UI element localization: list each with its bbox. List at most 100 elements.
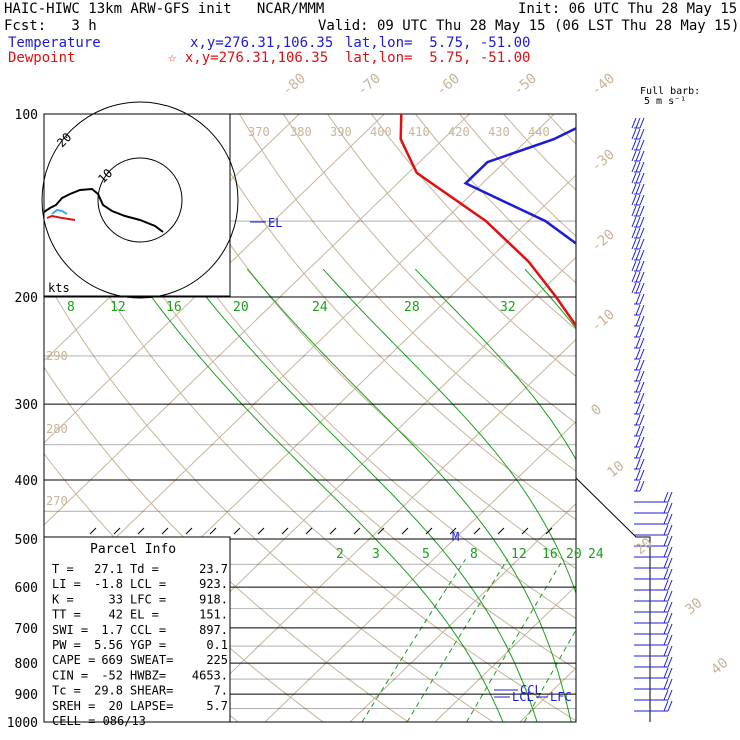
- wind-barb-flag: [663, 568, 669, 580]
- wind-barb: [634, 293, 645, 305]
- wind-barb: [634, 568, 673, 580]
- wind-barb-flag: [635, 161, 641, 173]
- parcel-key: EL =: [130, 608, 159, 622]
- wind-barb-flag: [663, 634, 669, 646]
- wind-barb: [631, 161, 645, 173]
- wind-barb-flag: [639, 458, 645, 470]
- plot-frame-extension: [575, 477, 651, 722]
- wind-barb-flag: [639, 128, 645, 140]
- theta-label: 370: [248, 125, 270, 139]
- isotherm-line: [44, 114, 470, 526]
- hatch-mark: [449, 527, 457, 535]
- wind-barb-flag: [639, 392, 645, 404]
- wind-barb: [631, 194, 645, 206]
- isotherm-line: [44, 114, 385, 444]
- dry-adiabat-line: [680, 114, 740, 735]
- wind-barb-flag: [631, 249, 637, 261]
- hatch-mark: [113, 527, 121, 535]
- dry-adiabat-line: [327, 114, 576, 377]
- hatch-mark: [329, 527, 337, 535]
- moist-adiabat-label: 24: [312, 300, 328, 315]
- dry-adiabat-line: [150, 114, 576, 570]
- hodograph-ring-outer: [41, 101, 239, 299]
- wind-barb: [631, 172, 645, 184]
- wind-barb-flag: [631, 117, 637, 129]
- wind-barb-flag: [635, 282, 641, 294]
- wind-barb-flag: [639, 271, 645, 283]
- wind-barb-flag: [639, 238, 645, 250]
- parcel-key: CIN =: [52, 668, 88, 682]
- wind-barb-flag: [667, 491, 673, 503]
- parcel-value: 225: [206, 653, 228, 667]
- wind-barb: [634, 546, 673, 558]
- wind-barb-flag: [631, 205, 637, 217]
- wind-barb-flag: [663, 491, 669, 503]
- wind-barb-flag: [663, 601, 669, 613]
- hatch-mark: [209, 527, 217, 535]
- hatch-mark: [521, 527, 529, 535]
- wind-barb-flag: [667, 502, 673, 514]
- wind-barb-flag: [663, 502, 669, 514]
- wind-barb-flag: [631, 282, 637, 294]
- hatch-mark: [377, 527, 385, 535]
- pressure-tick-label: 300: [15, 398, 38, 413]
- wind-barb-flag: [663, 546, 669, 558]
- wind-barb-flag: [639, 139, 645, 151]
- parcel-value: 669: [101, 653, 123, 667]
- wind-barb: [634, 381, 645, 393]
- hatch-mark: [353, 527, 361, 535]
- moist-adiabat-line: [246, 268, 572, 722]
- wind-barb: [634, 623, 673, 635]
- wind-barb: [634, 491, 673, 503]
- parcel-cell: CELL = 086/13: [52, 714, 146, 728]
- dry-adiabat-line: [106, 114, 576, 620]
- wind-barb-flag: [639, 403, 645, 415]
- theta-label: 430: [488, 125, 510, 139]
- wind-barb-flag: [631, 150, 637, 162]
- parcel-key: YGP =: [130, 638, 166, 652]
- hodograph-unit-label: kts: [48, 281, 70, 295]
- dry-adiabat-line: [44, 275, 495, 722]
- wind-barb-flag: [639, 194, 645, 206]
- wind-barb-flag: [667, 535, 673, 547]
- mixing-ratio-line: [670, 559, 740, 722]
- parcel-key: T =: [52, 562, 74, 576]
- parcel-value: 151.: [199, 608, 228, 622]
- isotherm-label: -70: [354, 71, 384, 100]
- moist-adiabat-line: [414, 268, 576, 461]
- wind-barb-flag: [635, 172, 641, 184]
- isotherm-label: 30: [682, 595, 705, 618]
- theta-label: 380: [290, 125, 312, 139]
- wind-barb-flag: [663, 513, 669, 525]
- parcel-key: K =: [52, 592, 74, 606]
- dry-adiabat-line: [238, 114, 576, 472]
- wind-barb-flag: [635, 249, 641, 261]
- wind-barb-flag: [663, 645, 669, 657]
- wind-barb-flag: [635, 117, 641, 129]
- isotherm-label: 20: [632, 535, 655, 558]
- wind-barb-flag: [631, 194, 637, 206]
- moist-adiabat-line: [183, 268, 538, 722]
- moist-adiabat-line: [322, 268, 576, 595]
- wind-barb-flag: [631, 172, 637, 184]
- wind-barb-flag: [639, 480, 645, 492]
- wind-barb: [631, 117, 645, 129]
- wind-barb: [634, 524, 673, 536]
- forecast-hour: Fcst: 3 h: [4, 18, 97, 34]
- parcel-key: LFC =: [130, 592, 166, 606]
- wind-barb-flag: [635, 271, 641, 283]
- barb-legend-line2: 5 m s⁻¹: [644, 96, 686, 107]
- parcel-value: -1.8: [94, 577, 123, 591]
- wind-barb: [631, 249, 645, 261]
- wind-barb-flag: [639, 205, 645, 217]
- parcel-info-title: Parcel Info: [90, 542, 176, 557]
- hatch-mark: [161, 527, 169, 535]
- moist-adiabat-label: 20: [233, 300, 249, 315]
- theta-label: 270: [46, 494, 68, 508]
- hodograph-ring-inner: [97, 157, 183, 243]
- wind-barb-flag: [667, 667, 673, 679]
- wind-barb-flag: [639, 117, 645, 129]
- wind-barb: [631, 282, 645, 294]
- hatch-mark: [497, 527, 505, 535]
- isotherm-label: -60: [433, 71, 463, 100]
